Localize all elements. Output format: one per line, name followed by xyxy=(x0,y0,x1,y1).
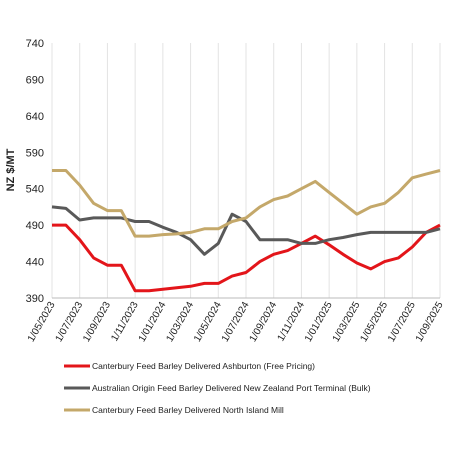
x-tick-label: 1/09/2023 xyxy=(81,300,113,344)
y-axis-label: NZ $/MT xyxy=(5,148,17,191)
y-tick-label: 540 xyxy=(26,184,44,196)
x-tick-label: 1/05/2025 xyxy=(358,300,390,344)
x-tick-label: 1/01/2024 xyxy=(137,300,169,344)
series-line xyxy=(52,169,441,238)
y-tick-label: 740 xyxy=(26,38,44,50)
series-line xyxy=(52,223,441,293)
x-tick-label: 1/03/2024 xyxy=(164,300,196,344)
y-tick-label: 440 xyxy=(26,257,44,269)
x-tick-label: 1/05/2024 xyxy=(192,300,224,344)
y-tick-label: 490 xyxy=(26,220,44,232)
x-tick-label: 1/07/2023 xyxy=(54,300,86,344)
y-tick-label: 590 xyxy=(26,147,44,159)
x-tick-label: 1/07/2025 xyxy=(386,300,418,344)
y-tick-label: 690 xyxy=(26,74,44,86)
x-tick-label: 1/07/2024 xyxy=(220,300,252,344)
x-tick-label: 1/11/2023 xyxy=(109,300,141,344)
x-tick-label: 1/11/2024 xyxy=(276,300,308,344)
series-line xyxy=(51,205,441,256)
x-tick-label: 1/09/2024 xyxy=(248,300,280,344)
legend-label: Australian Origin Feed Barley Delivered … xyxy=(92,383,371,393)
legend-label: Canterbury Feed Barley Delivered North I… xyxy=(92,405,284,415)
x-tick-label: 1/01/2025 xyxy=(303,300,335,344)
x-tick-label: 1/03/2025 xyxy=(331,300,363,344)
x-tick-label: 1/05/2023 xyxy=(26,300,58,344)
legend-label: Canterbury Feed Barley Delivered Ashburt… xyxy=(92,361,315,371)
x-tick-label: 1/09/2025 xyxy=(414,300,446,344)
y-tick-label: 640 xyxy=(26,111,44,123)
y-tick-label: 390 xyxy=(26,293,44,305)
